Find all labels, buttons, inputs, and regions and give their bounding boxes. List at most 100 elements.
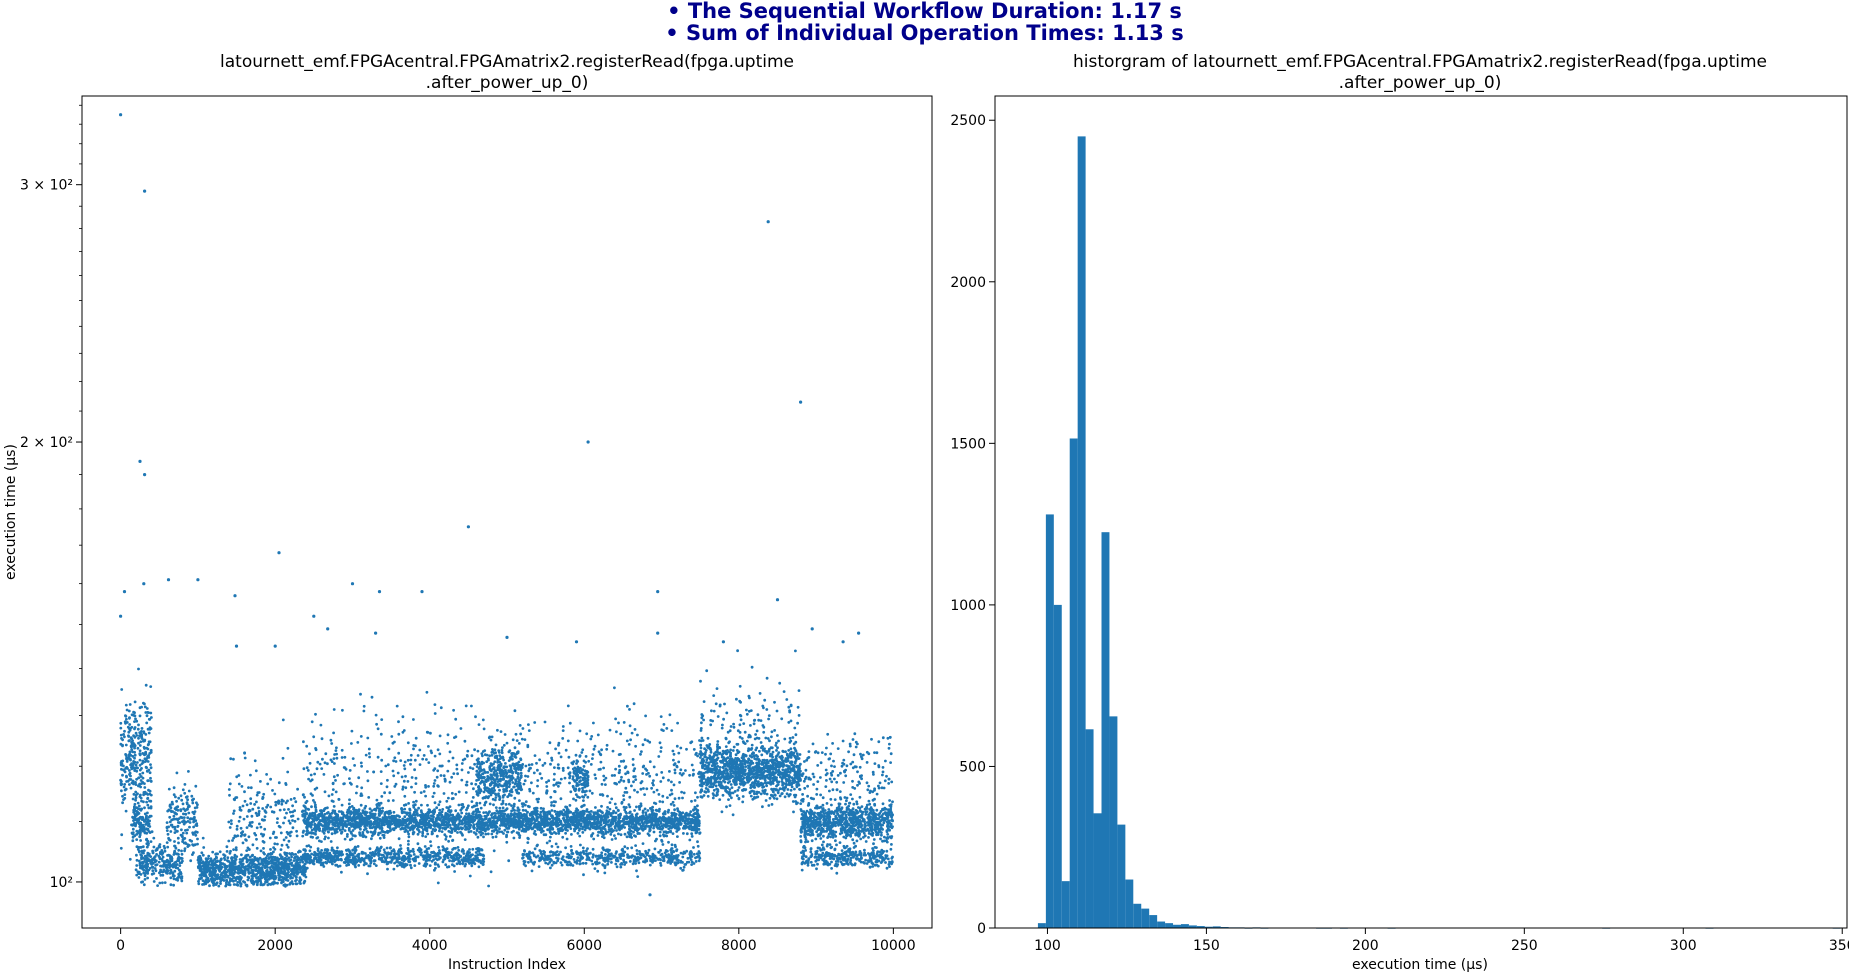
scatter-point — [635, 812, 639, 816]
scatter-point — [135, 812, 139, 816]
scatter-point — [136, 727, 140, 731]
scatter-point — [416, 832, 420, 836]
scatter-point — [385, 822, 389, 826]
scatter-point — [201, 853, 205, 857]
scatter-point — [155, 847, 159, 851]
scatter-point — [450, 813, 454, 817]
scatter-point — [609, 824, 613, 827]
scatter-point — [494, 835, 498, 839]
scatter-point — [428, 864, 432, 867]
scatter-point — [167, 838, 171, 841]
scatter-point — [158, 881, 162, 885]
scatter-point — [197, 880, 200, 883]
scatter-point — [130, 725, 134, 729]
scatter-point — [430, 830, 434, 834]
scatter-point — [238, 858, 242, 861]
scatter-point — [295, 829, 298, 833]
scatter-point — [323, 812, 327, 816]
scatter-point — [683, 821, 687, 825]
scatter-point — [296, 817, 300, 821]
scatter-point — [263, 809, 267, 813]
scatter-point — [181, 831, 185, 835]
scatter-point — [356, 845, 360, 848]
scatter-point — [146, 876, 150, 880]
scatter-point — [121, 743, 124, 747]
scatter-point — [448, 835, 452, 838]
scatter-point — [313, 822, 317, 826]
scatter-point — [137, 723, 140, 727]
scatter-point — [393, 823, 397, 827]
scatter-point — [147, 779, 150, 782]
scatter-point — [294, 871, 297, 874]
scatter-point — [545, 841, 549, 845]
scatter-point — [509, 822, 512, 825]
scatter-point — [262, 871, 266, 875]
scatter-point — [134, 824, 137, 828]
scatter-point — [566, 809, 570, 812]
scatter-point — [142, 800, 145, 804]
scatter-point — [662, 830, 666, 834]
scatter-point — [693, 808, 696, 811]
scatter-point — [125, 717, 128, 721]
scatter-point — [400, 807, 403, 810]
scatter-point — [290, 815, 293, 818]
scatter-point — [169, 883, 173, 887]
scatter-point — [413, 820, 417, 824]
scatter-point — [625, 835, 629, 839]
scatter-point — [198, 864, 202, 867]
scatter-point — [155, 863, 159, 866]
scatter-point — [590, 834, 593, 838]
scatter-point — [285, 872, 288, 876]
scatter-point — [133, 753, 137, 757]
scatter-point — [303, 809, 307, 813]
scatter-point — [298, 864, 301, 867]
scatter-point — [136, 848, 140, 851]
scatter-point — [512, 829, 515, 833]
scatter-point — [330, 832, 334, 836]
scatter-point — [148, 789, 152, 793]
scatter-point — [498, 827, 501, 831]
scatter-point — [148, 814, 152, 818]
scatter-point — [542, 807, 545, 811]
scatter-point — [179, 815, 183, 819]
scatter-point — [152, 836, 156, 840]
scatter-point — [636, 832, 640, 835]
scatter-point — [351, 834, 355, 837]
scatter-point — [253, 856, 257, 859]
scatter-point — [252, 859, 256, 862]
scatter-point — [486, 832, 490, 836]
scatter-point — [168, 871, 172, 875]
scatter-point — [137, 872, 141, 875]
scatter-point — [130, 767, 134, 771]
scatter-point — [343, 837, 347, 841]
scatter-point — [421, 832, 425, 835]
scatter-point — [420, 803, 423, 807]
scatter-point — [377, 813, 381, 817]
scatter-point — [136, 746, 140, 750]
scatter-point — [205, 877, 209, 881]
scatter-point — [172, 814, 176, 818]
scatter-point — [692, 812, 696, 816]
scatter-point — [259, 780, 262, 783]
scatter-point — [680, 818, 684, 821]
scatter-point — [166, 854, 169, 857]
scatter-point — [141, 851, 145, 855]
scatter-point — [403, 815, 407, 819]
scatter-point — [185, 801, 189, 804]
scatter-point — [250, 820, 254, 824]
scatter-point — [221, 862, 225, 865]
scatter-point — [583, 828, 587, 832]
scatter-point — [284, 862, 288, 866]
scatter-point — [235, 827, 239, 831]
scatter-point — [184, 812, 188, 816]
scatter-point — [464, 822, 468, 826]
scatter-point — [247, 835, 251, 839]
scatter-point — [590, 815, 594, 819]
scatter-point — [475, 829, 479, 832]
scatter-point — [516, 815, 519, 819]
scatter-point — [281, 718, 285, 722]
scatter-point — [535, 815, 539, 819]
scatter-point — [673, 808, 676, 812]
scatter-point — [259, 825, 263, 829]
scatter-point — [662, 834, 666, 838]
